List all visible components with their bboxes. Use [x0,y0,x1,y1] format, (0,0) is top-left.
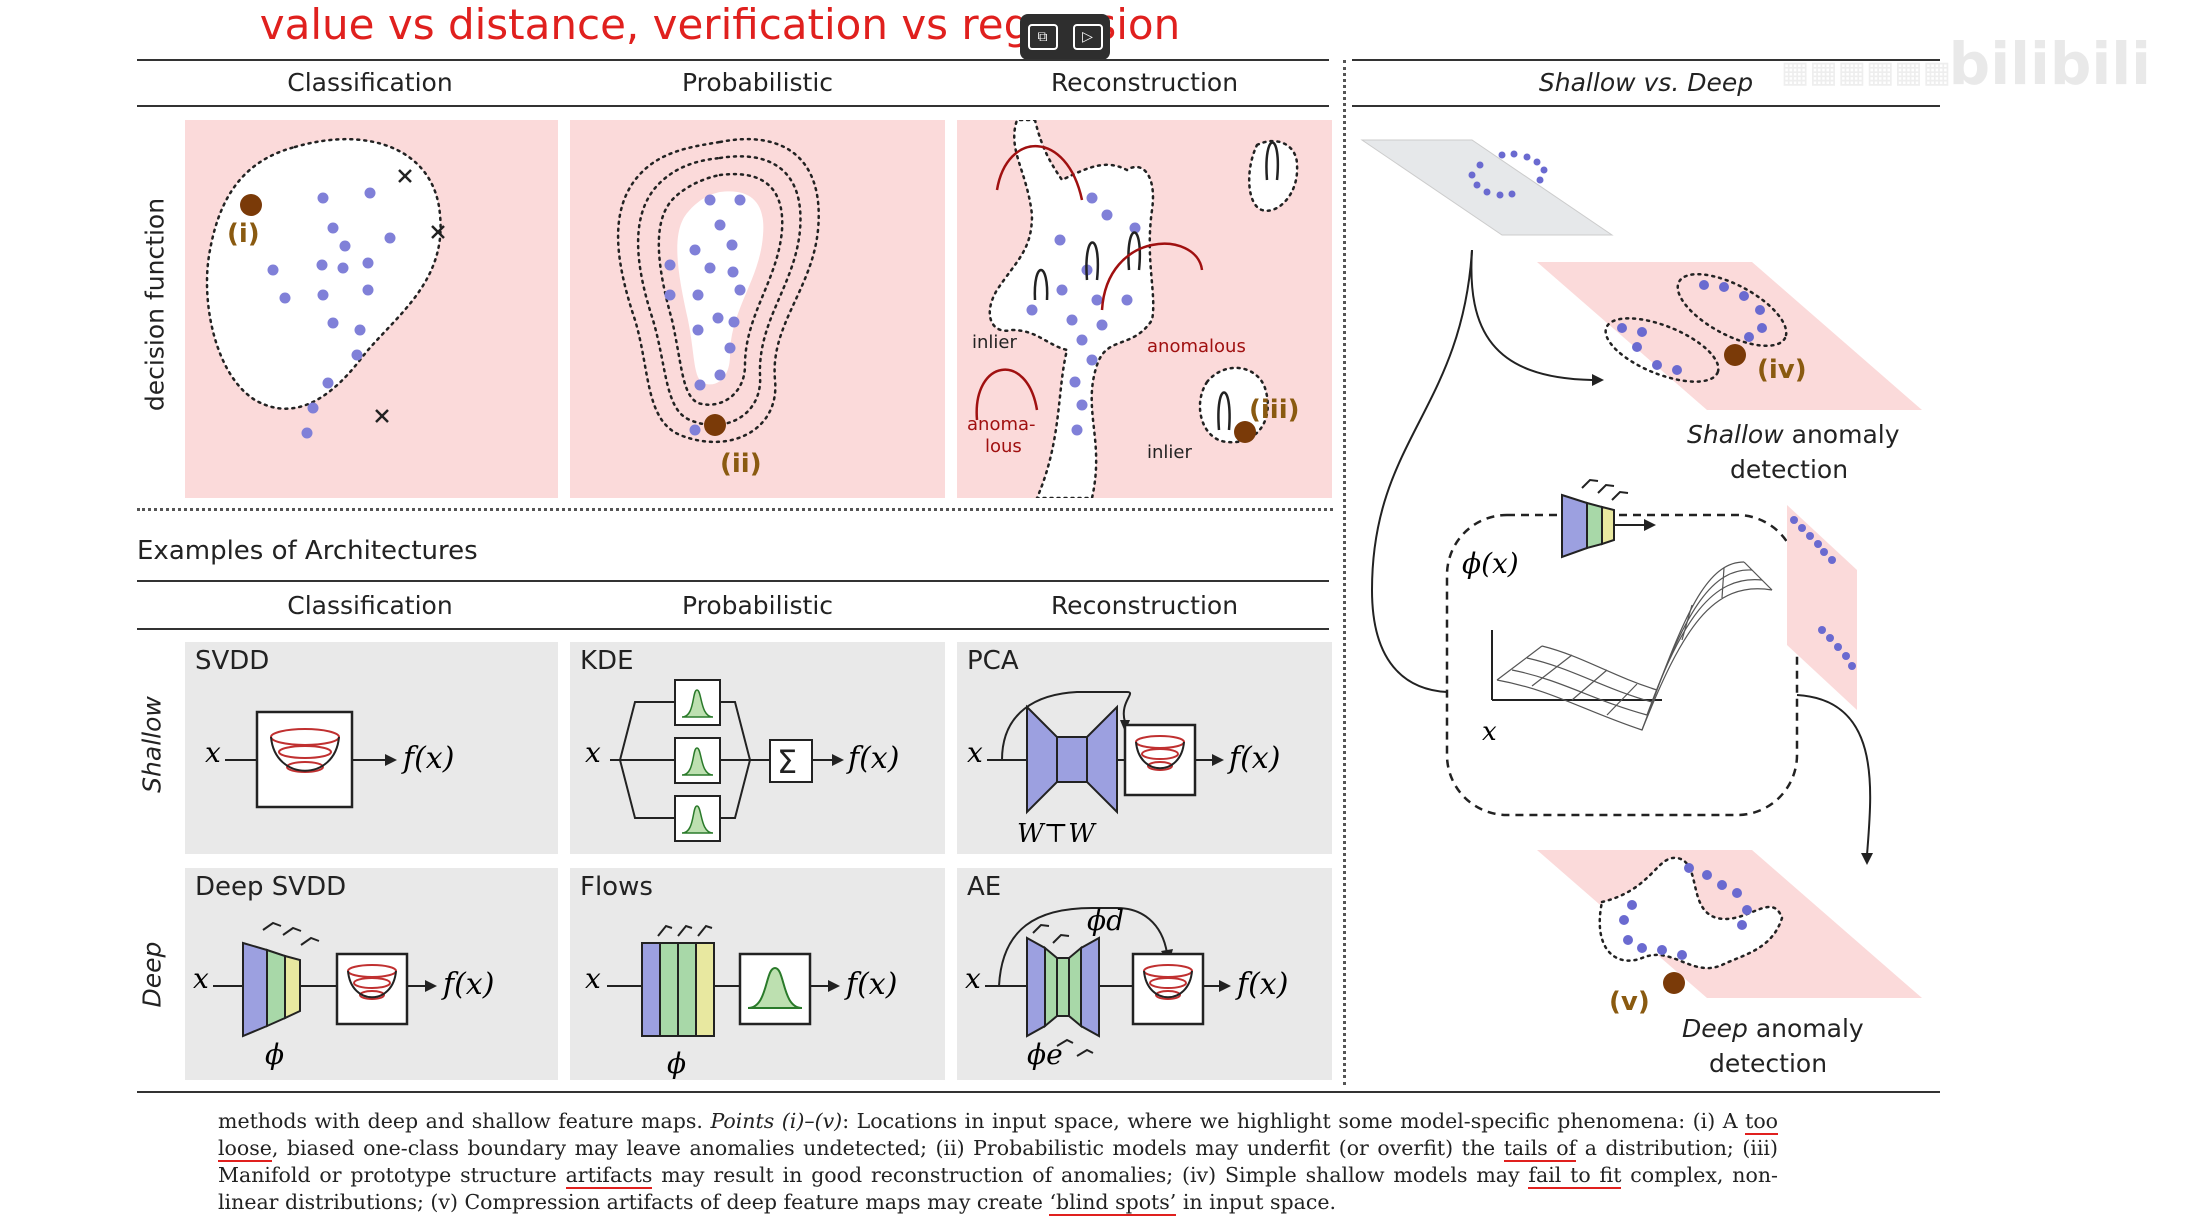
figure-caption: methods with deep and shallow feature ma… [218,1109,1779,1216]
svg-text:x: x [585,962,601,995]
col-head-probabilistic: Probabilistic [681,68,834,97]
arch-row-deep: Deep [137,941,167,1008]
cell-pca: PCA x f(x) W⊤W [957,642,1332,854]
shallow-ad-line1: Shallow anomaly [1687,420,1900,449]
vertical-separator [1343,60,1346,1085]
col-head-classification: Classification [287,68,453,97]
cell-svdd: SVDD x f(x) [185,642,558,854]
method-flows: Flows [580,872,653,902]
col-head-reconstruction: Reconstruction [1050,68,1239,97]
svg-text:x: x [965,962,981,995]
ae-diagram: x f(x) ϕd ϕe [965,904,1288,1071]
cell-flows: Flows x f(x) ϕ [570,868,945,1080]
svg-text:ϕ(x): ϕ(x) [1462,547,1519,580]
svg-text:x: x [1482,717,1497,747]
highlight-fail-to-fit: fail to fit [1528,1163,1622,1189]
method-deep-svdd: Deep SVDD [195,872,347,902]
method-ae: AE [967,872,1002,902]
deep-ad-line1: Deep anomaly [1682,1014,1864,1043]
pca-diagram: x f(x) W⊤W [967,691,1280,849]
cell-deep-svdd: Deep SVDD x f(x) ϕ [185,868,558,1080]
rule-top [137,59,1329,61]
cell-kde: KDE x Σ f(x) [570,642,945,854]
svdd-diagram: x f(x) [205,710,454,809]
deep-svdd-diagram: x f(x) ϕ [193,921,494,1071]
reconstruction-manifold-figure: inlier anomalous anoma- lous inlier (iii… [967,118,1300,500]
point-label-iv: (iv) [1757,355,1807,385]
shallow-vs-deep-panel: (iv) Shallow anomaly detection ϕ(x) x [1352,110,1940,1085]
inlier-label-2: inlier [1147,442,1192,463]
arch-row-shallow: Shallow [137,696,167,793]
highlight-blind-spots: ‘blind spots’ [1049,1190,1177,1216]
probabilistic-contours-figure: (ii) [616,137,820,479]
svg-text:f(x): f(x) [846,741,899,776]
panel-reconstruction: inlier anomalous anoma- lous inlier (iii… [957,118,1332,500]
deep-ad-line2: detection [1709,1049,1827,1078]
svg-text:f(x): f(x) [401,741,454,776]
kde-diagram: x Σ f(x) [585,679,899,842]
input-plane [1360,139,1614,236]
decision-function-label: decision function [140,197,170,412]
svg-text:x: x [193,962,209,995]
svg-text:f(x): f(x) [1227,741,1280,776]
svg-text:ϕ: ϕ [667,1047,686,1080]
player-controls: ⧉ ▷ [1020,14,1110,60]
bilibili-logo: bilibili [1948,30,2151,98]
svg-text:Σ: Σ [777,743,797,781]
rule-header-right [1352,105,1940,107]
highlight-tails-of: tails of [1503,1136,1577,1162]
rule-header [137,105,1329,107]
highlight-artifacts: artifacts [565,1163,653,1189]
point-label-i: (i) [227,219,260,249]
point-label-v: (v) [1609,987,1650,1017]
inlier-label-1: inlier [972,332,1017,353]
svg-text:f(x): f(x) [844,967,897,1002]
play-screen-icon[interactable]: ▷ [1072,24,1103,50]
examples-title: Examples of Architectures [137,536,478,566]
svg-text:x: x [205,736,221,769]
panel-classification: (i) [185,120,558,498]
svg-text:f(x): f(x) [441,967,494,1002]
shallow-plane [1537,262,1922,410]
arch-col-classification: Classification [287,591,453,620]
method-svdd: SVDD [195,646,270,676]
svg-text:x: x [585,736,601,769]
col-head-shallow-vs-deep: Shallow vs. Deep [1538,68,1754,97]
highlight-too-loose: too loose [218,1109,1779,1162]
flows-diagram: x f(x) ϕ [585,924,897,1080]
slide-title: value vs distance, verification vs regre… [259,0,1181,49]
shallow-ad-line2: detection [1730,455,1848,484]
point-label-ii: (ii) [720,449,762,479]
anomalous-label: anomalous [1147,336,1246,357]
lous-label: lous [985,436,1022,457]
rule-top-right [1352,59,1940,61]
rule-arch-top [137,580,1329,582]
svg-text:ϕ: ϕ [265,1038,284,1071]
point-label-iii: (iii) [1249,395,1300,425]
method-pca: PCA [967,646,1019,676]
arch-col-reconstruction: Reconstruction [1050,591,1239,620]
pip-icon[interactable]: ⧉ [1027,24,1058,50]
svg-text:f(x): f(x) [1235,967,1288,1002]
classification-boundary-figure: (i) [205,138,445,439]
arch-col-probabilistic: Probabilistic [681,591,834,620]
svg-text:x: x [967,736,983,769]
cell-ae: AE x f(x) ϕd ϕe [957,868,1332,1080]
svg-text:ϕe: ϕe [1027,1038,1063,1071]
method-kde: KDE [580,646,634,676]
feature-plane [1787,505,1857,710]
rule-arch-header [137,628,1329,630]
panel-probabilistic: (ii) [570,120,945,498]
svg-text:W⊤W: W⊤W [1017,819,1097,849]
shallow-vs-deep-diagram: (iv) Shallow anomaly detection ϕ(x) x [1360,139,1922,1078]
anoma-label: anoma- [967,414,1036,435]
svg-text:ϕd: ϕd [1087,904,1124,937]
rule-bottom [137,1091,1940,1093]
horizontal-separator [137,508,1333,511]
